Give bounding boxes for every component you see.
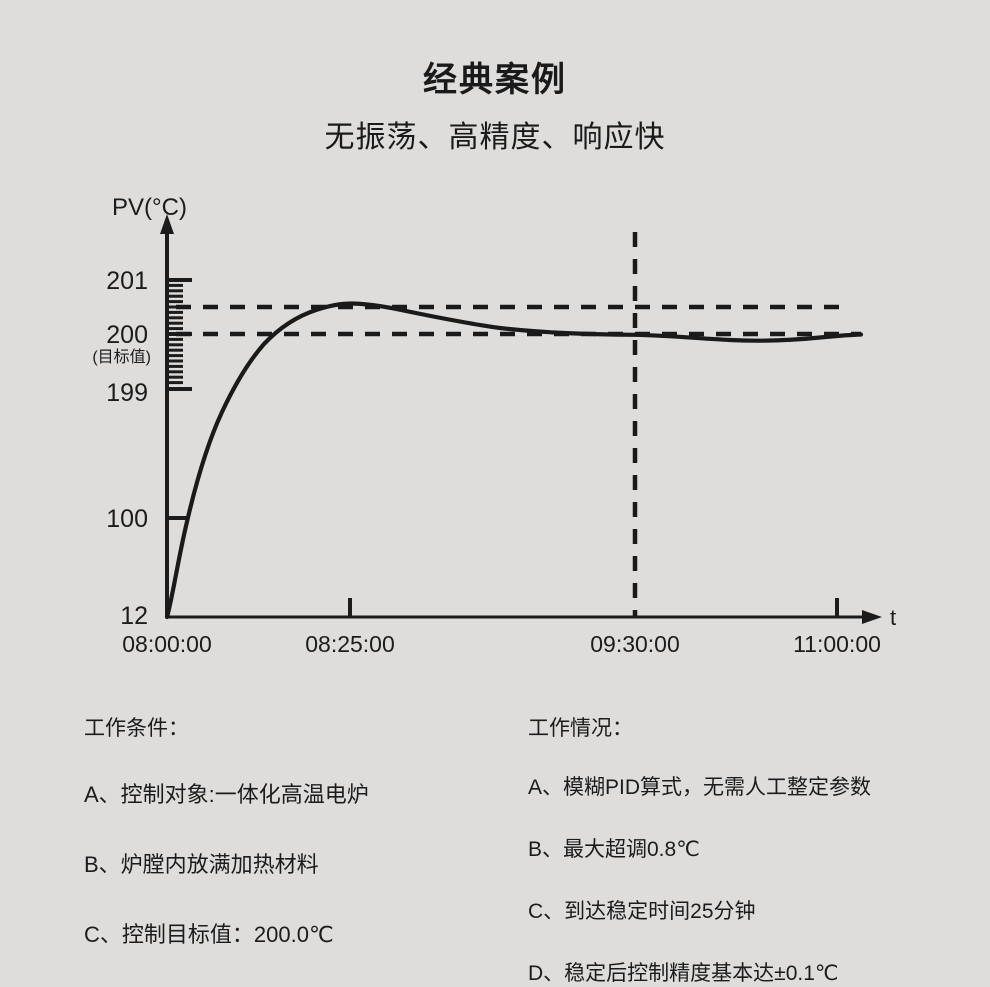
- y-tick-label-201: 201: [106, 267, 148, 295]
- chart-canvas: PV(°C) t: [92, 194, 896, 657]
- work-conditions-item-c: C、控制目标值：200.0℃: [84, 922, 334, 947]
- work-results-item-a: A、模糊PID算式，无需人工整定参数: [528, 776, 872, 799]
- y-tick-label-12: 12: [120, 602, 148, 630]
- x-tick-label-0800: 08:00:00: [122, 631, 212, 657]
- y-axis-label: PV(°C): [112, 194, 187, 221]
- page-subtitle: 无振荡、高精度、响应快: [324, 121, 666, 154]
- work-conditions-item-b: B、炉膛内放满加热材料: [84, 852, 319, 877]
- y-axis-arrow: [160, 214, 174, 234]
- page-title: 经典案例: [423, 61, 567, 99]
- x-tick-label-0930: 09:30:00: [590, 631, 680, 657]
- x-axis-arrow: [862, 610, 882, 624]
- pid-response-chart: PV(°C) t: [0, 170, 990, 670]
- work-conditions-heading: 工作条件：: [84, 717, 189, 740]
- y-target-note: (目标值): [92, 348, 151, 366]
- work-conditions-column: 工作条件： A、控制对象:一体化高温电炉 B、炉膛内放满加热材料 C、控制目标值…: [84, 700, 504, 949]
- work-results-item-d: D、稳定后控制精度基本达±0.1℃: [528, 962, 839, 985]
- y-minor-ticks: [167, 283, 183, 385]
- work-results-item-b: B、最大超调0.8℃: [528, 838, 700, 861]
- x-tick-label-1100: 11:00:00: [793, 631, 881, 657]
- x-tick-label-0825: 08:25:00: [305, 631, 395, 657]
- work-results-column: 工作情况： A、模糊PID算式，无需人工整定参数 B、最大超调0.8℃ C、到达…: [528, 700, 978, 987]
- y-tick-label-100: 100: [106, 505, 148, 533]
- y-tick-label-199: 199: [106, 379, 148, 407]
- pv-response-curve: [164, 301, 864, 620]
- notes-section: 工作条件： A、控制对象:一体化高温电炉 B、炉膛内放满加热材料 C、控制目标值…: [0, 700, 990, 985]
- work-results-item-c: C、到达稳定时间25分钟: [528, 900, 756, 923]
- work-results-heading: 工作情况：: [528, 717, 633, 740]
- x-axis-label: t: [890, 605, 896, 630]
- y-tick-label-200: 200: [106, 321, 148, 349]
- work-conditions-item-a: A、控制对象:一体化高温电炉: [84, 782, 369, 807]
